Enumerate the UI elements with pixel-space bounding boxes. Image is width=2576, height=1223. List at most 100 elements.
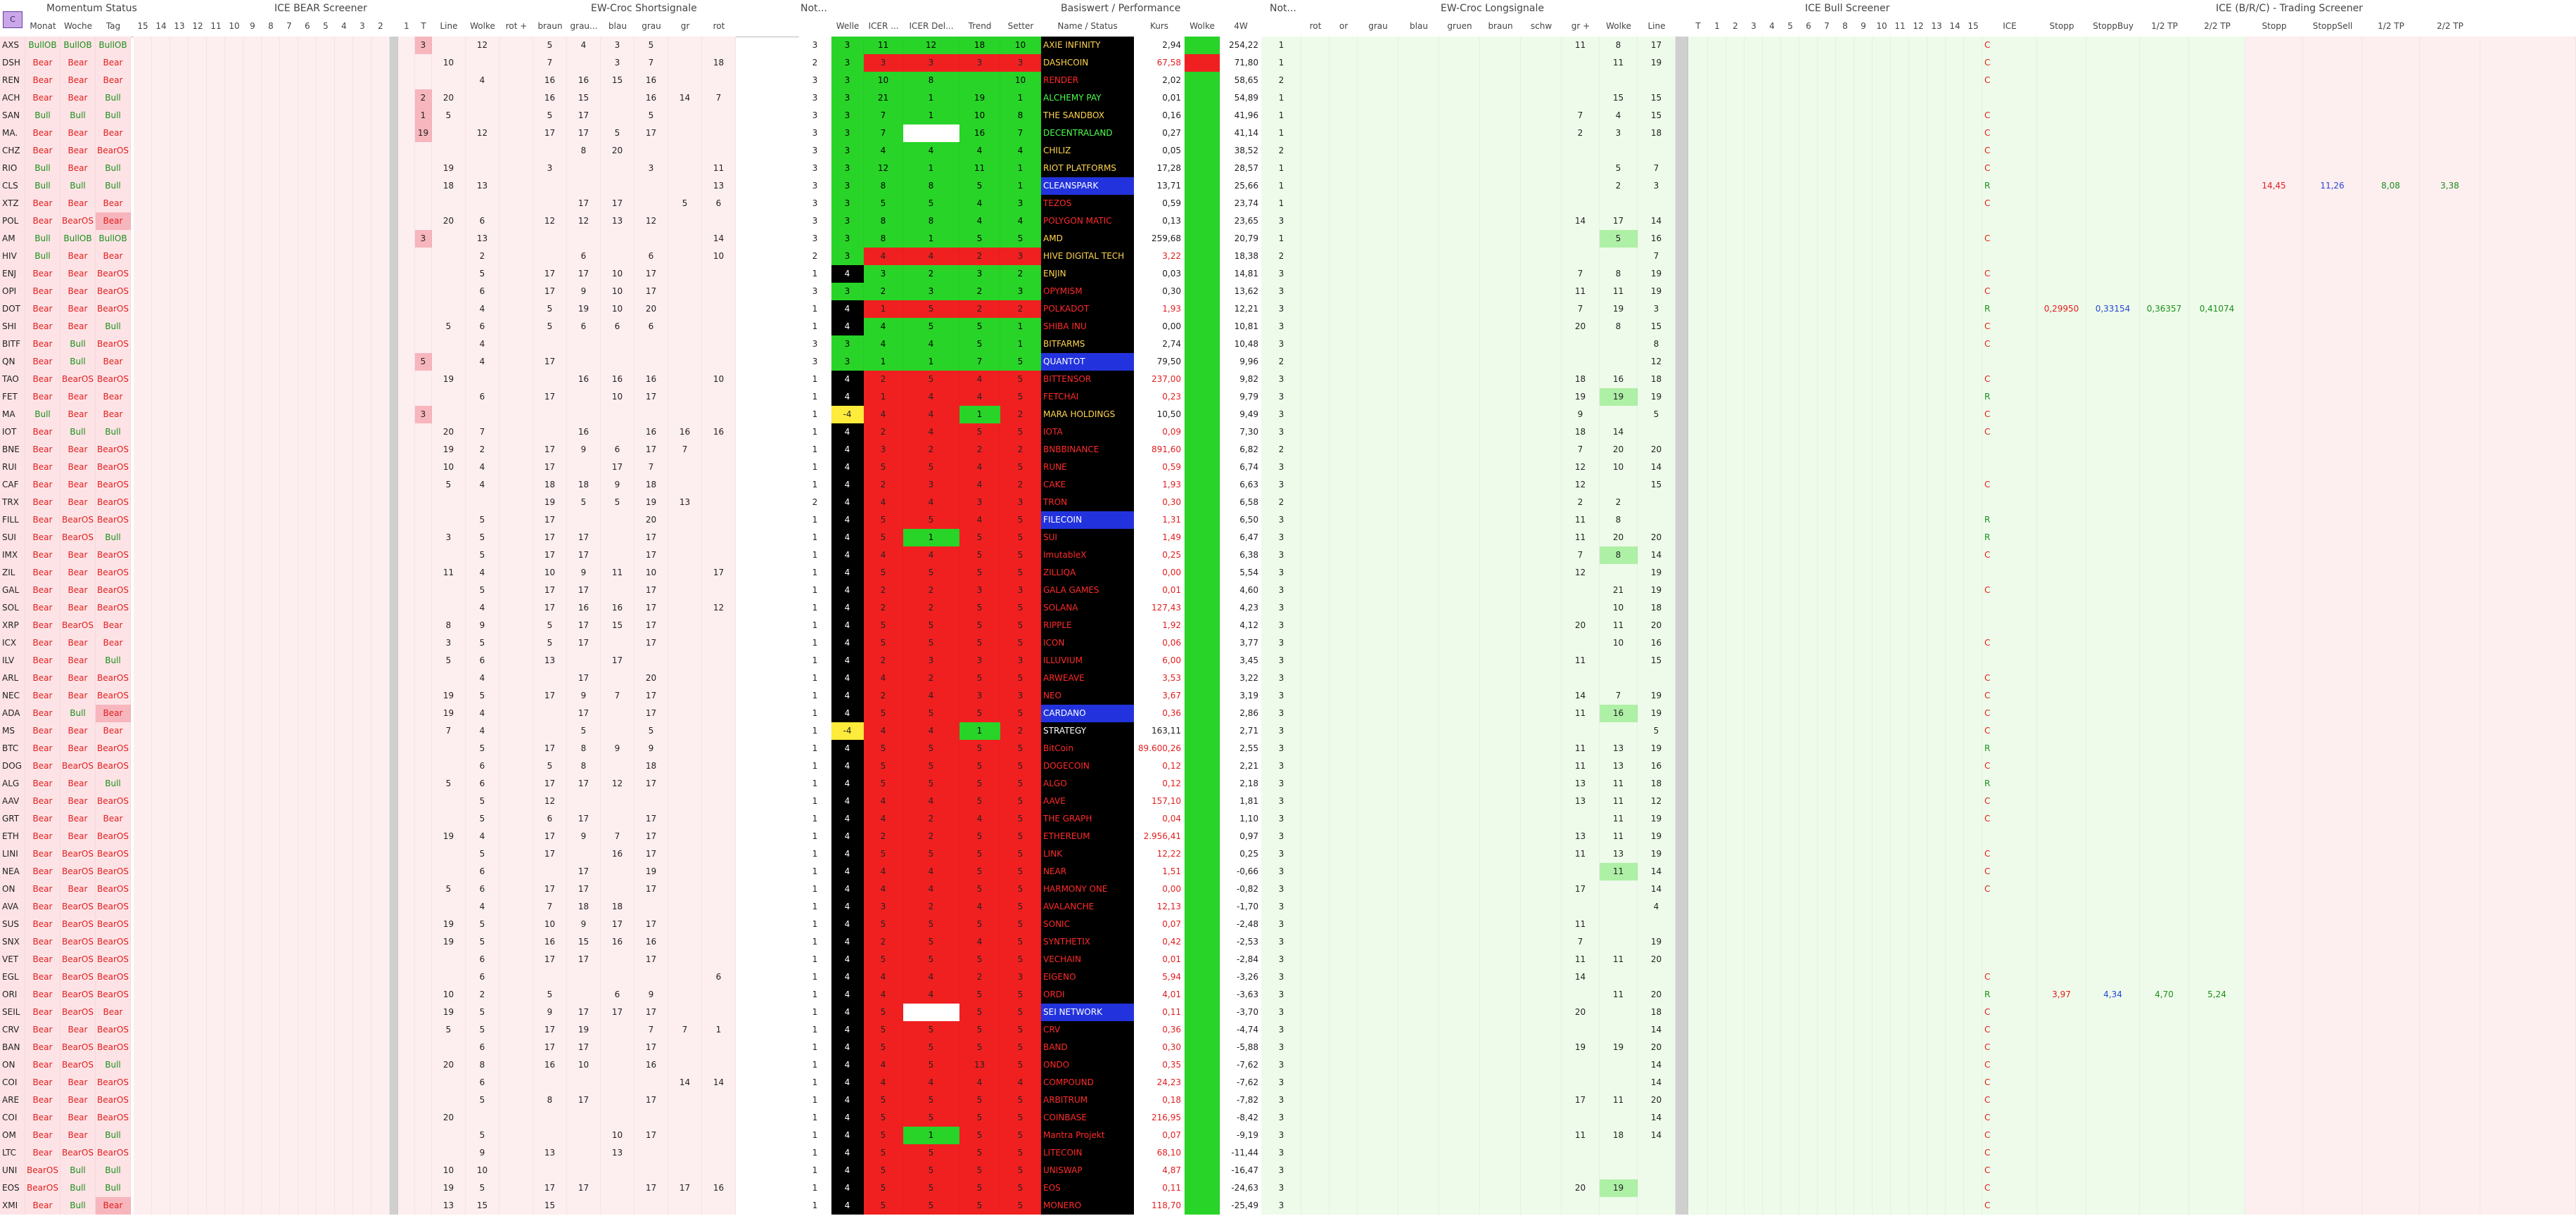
cell-b3[interactable] (353, 37, 371, 54)
cell-b15[interactable] (134, 775, 152, 793)
cell-trend[interactable]: 5 (959, 617, 1000, 634)
cell-b1[interactable] (398, 599, 415, 617)
cell-tp2[interactable] (2189, 371, 2245, 388)
cell-u5[interactable] (1781, 371, 1799, 388)
cell-u8[interactable] (1836, 951, 1854, 968)
cell-t[interactable]: Bull (96, 160, 131, 177)
cell-gap1[interactable] (390, 54, 398, 72)
cell-lg[interactable] (1562, 160, 1600, 177)
cell-b7[interactable] (280, 546, 298, 564)
cell-gr1[interactable]: 6 (567, 318, 601, 335)
cell-lgrau[interactable] (1358, 582, 1398, 599)
cell-b5[interactable] (317, 160, 335, 177)
cell-u2[interactable] (1726, 546, 1745, 564)
cell-b8[interactable] (262, 265, 280, 283)
cell-b8[interactable] (262, 1021, 280, 1039)
cell-u4[interactable] (1763, 564, 1781, 582)
cell-u13[interactable] (1927, 582, 1946, 599)
cell-lrot[interactable] (1301, 1021, 1330, 1039)
cell-b10[interactable] (225, 881, 243, 898)
cell-wol2[interactable] (1185, 160, 1220, 177)
cell-u4[interactable] (1763, 863, 1781, 881)
cell-icer[interactable]: 8 (864, 212, 903, 230)
cell-u8[interactable] (1836, 1021, 1854, 1039)
cell-rot2[interactable] (499, 670, 533, 687)
cell-b5[interactable] (317, 1127, 335, 1144)
cell-b1[interactable] (398, 265, 415, 283)
cell-tpb[interactable] (2362, 1109, 2420, 1127)
cell-lgruen[interactable] (1439, 283, 1480, 300)
cell-b14[interactable] (152, 652, 170, 670)
cell-tp2[interactable] (2189, 107, 2245, 124)
cell-b9[interactable] (243, 564, 262, 582)
cell-ice[interactable]: C (1982, 1074, 2037, 1091)
cell-rot[interactable] (702, 933, 736, 951)
cell-bra[interactable]: 13 (533, 652, 567, 670)
cell-lgruen[interactable] (1439, 441, 1480, 459)
cell-u9[interactable] (1854, 652, 1873, 670)
cell-lw[interactable]: 8 (1600, 511, 1638, 529)
cell-bra[interactable] (533, 968, 567, 986)
cell-tp2[interactable] (2189, 968, 2245, 986)
cell-b7[interactable] (280, 670, 298, 687)
cell-lblau[interactable] (1398, 177, 1439, 195)
cell-n2[interactable]: 3 (1262, 705, 1301, 722)
cell-stopp2[interactable] (2245, 230, 2303, 248)
cell-wol2[interactable] (1185, 1091, 1220, 1109)
cell-trend[interactable]: 3 (959, 54, 1000, 72)
cell-b13[interactable] (170, 371, 189, 388)
cell-u8[interactable] (1836, 107, 1854, 124)
cell-b14[interactable] (152, 1074, 170, 1091)
cell-T[interactable] (415, 529, 432, 546)
cell-sym[interactable]: ILV (0, 652, 25, 670)
cell-b11[interactable] (207, 1127, 225, 1144)
cell-b6[interactable] (298, 195, 317, 212)
cell-b5[interactable] (317, 845, 335, 863)
cell-b12[interactable] (189, 845, 207, 863)
cell-n2[interactable]: 3 (1262, 634, 1301, 652)
cell-T[interactable]: 2 (415, 89, 432, 107)
cell-u3[interactable] (1745, 652, 1763, 670)
cell-gap2[interactable] (1676, 986, 1688, 1004)
cell-u4[interactable] (1763, 388, 1781, 406)
cell-u12[interactable] (1909, 599, 1927, 617)
cell-gr1[interactable] (567, 230, 601, 248)
cell-del[interactable]: 5 (903, 1021, 959, 1039)
cell-gr[interactable] (668, 459, 702, 476)
cell-trend[interactable]: 5 (959, 705, 1000, 722)
cell-setter[interactable]: 1 (1000, 335, 1041, 353)
cell-gap2[interactable] (1676, 300, 1688, 318)
cell-lw[interactable]: 11 (1600, 1091, 1638, 1109)
cell-setter[interactable]: 8 (1000, 107, 1041, 124)
cell-w[interactable]: Bear (60, 406, 96, 423)
cell-u4[interactable] (1763, 828, 1781, 845)
cell-b4[interactable] (335, 177, 353, 195)
cell-lbraun[interactable] (1480, 1039, 1521, 1056)
cell-gr[interactable] (668, 617, 702, 634)
cell-b9[interactable] (243, 1056, 262, 1074)
cell-line[interactable] (432, 968, 466, 986)
cell-ice[interactable] (1982, 898, 2037, 916)
cell-ssell[interactable] (2303, 353, 2362, 371)
cell-bla[interactable]: 17 (601, 195, 635, 212)
cell-lw[interactable]: 11 (1600, 54, 1638, 72)
cell-gap1[interactable] (390, 863, 398, 881)
cell-del[interactable]: 4 (903, 335, 959, 353)
cell-u4[interactable] (1763, 318, 1781, 335)
cell-b3[interactable] (353, 54, 371, 72)
cell-w[interactable]: Bear (60, 582, 96, 599)
cell-bla[interactable] (601, 1091, 635, 1109)
cell-lgrau[interactable] (1358, 441, 1398, 459)
cell-bla[interactable]: 3 (601, 54, 635, 72)
cell-bra[interactable] (533, 142, 567, 160)
cell-b11[interactable] (207, 406, 225, 423)
cell-tpb2[interactable] (2420, 845, 2480, 863)
cell-b3[interactable] (353, 441, 371, 459)
cell-b9[interactable] (243, 37, 262, 54)
cell-T[interactable] (415, 1021, 432, 1039)
cell-bla[interactable]: 15 (601, 617, 635, 634)
cell-lblau[interactable] (1398, 810, 1439, 828)
cell-name[interactable]: SUI (1041, 529, 1134, 546)
cell-ssell[interactable] (2303, 107, 2362, 124)
cell-name[interactable]: ZILLIQA (1041, 564, 1134, 582)
